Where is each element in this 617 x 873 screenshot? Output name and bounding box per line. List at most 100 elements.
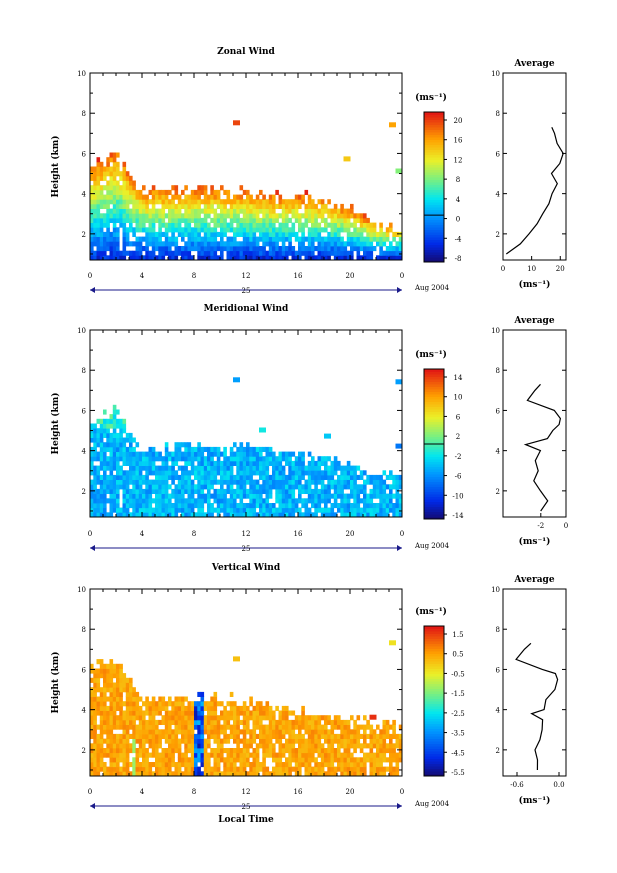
heatmap-cell (142, 208, 146, 214)
heatmap-cell (90, 507, 94, 513)
heatmap-cell (330, 236, 335, 242)
heatmap-cell (203, 194, 208, 200)
colorbar-stripe (424, 738, 444, 742)
heatmap-cell (135, 503, 140, 509)
heatmap-cell (106, 255, 110, 261)
heatmap-cell (350, 474, 354, 480)
heatmap-cell (132, 748, 136, 754)
heatmap-cell (356, 715, 361, 721)
heatmap-cell (385, 729, 390, 735)
heatmap-cell (96, 208, 101, 214)
heatmap-cell (106, 729, 110, 735)
heatmap-cell (164, 456, 169, 462)
heatmap-cell (285, 493, 289, 499)
heatmap-cell (314, 771, 318, 777)
colorbar-tick-label: -4 (455, 235, 462, 243)
heatmap-cell (148, 705, 153, 711)
heatmap-cell (125, 470, 130, 476)
heatmap-cell (392, 503, 396, 509)
heatmap-cell (203, 757, 208, 763)
heatmap-cell (99, 738, 104, 744)
heatmap-cell (265, 474, 270, 480)
heatmap-cell (135, 451, 140, 457)
heatmap-cell (96, 507, 101, 513)
heatmap-cell (311, 241, 315, 247)
heatmap-cell (343, 493, 348, 499)
heatmap-cell (158, 757, 162, 763)
heatmap-cell (119, 442, 123, 448)
heatmap-cell (99, 418, 104, 424)
heatmap-cell (294, 208, 299, 214)
colorbar-stripe (424, 444, 444, 447)
heatmap-cell (151, 246, 156, 252)
heatmap-cell (90, 199, 94, 205)
heatmap-cell (272, 236, 276, 242)
heatmap-cell (340, 771, 344, 777)
heatmap-cell (398, 236, 403, 242)
heatmap-cell (359, 488, 364, 494)
heatmap-cell (194, 488, 198, 494)
heatmap-cell (99, 185, 104, 191)
heatmap-cell (168, 217, 172, 223)
heatmap-cell (346, 479, 351, 485)
colorbar-stripe (424, 157, 444, 160)
heatmap-cell (106, 180, 110, 186)
heatmap-cell (262, 456, 266, 462)
heatmap-cell (252, 484, 257, 490)
heatmap-cell (298, 194, 302, 200)
heatmap-cell (213, 733, 218, 739)
heatmap-cell (177, 738, 182, 744)
heatmap-cell (242, 213, 247, 219)
heatmap-cell (106, 231, 110, 237)
heatmap-cell (275, 771, 279, 777)
heatmap-cell (389, 743, 393, 749)
heatmap-cell (353, 470, 357, 476)
heatmap-cell (288, 771, 292, 777)
heatmap-cell (281, 470, 286, 476)
heatmap-cell (187, 757, 192, 763)
heatmap-cell (314, 766, 318, 772)
heatmap-cell (142, 748, 146, 754)
heatmap-cell (93, 442, 97, 448)
heatmap-cell (181, 738, 185, 744)
heatmap-cell (298, 724, 302, 730)
heatmap-cell (278, 498, 283, 504)
colorbar-stripe (424, 434, 444, 437)
heatmap-cell (119, 194, 123, 200)
heatmap-cell (187, 194, 192, 200)
heatmap-cell (168, 227, 172, 233)
heatmap-cell (376, 512, 380, 518)
heatmap-cell (96, 418, 101, 424)
heatmap-cell (327, 715, 331, 721)
heatmap-cell (366, 474, 370, 480)
heatmap-cell (93, 748, 97, 754)
heatmap-cell (356, 246, 361, 252)
colorbar-stripe (424, 491, 444, 495)
heatmap-cell (233, 729, 237, 735)
heatmap-cell (268, 738, 273, 744)
heatmap-cell (226, 255, 231, 261)
heatmap-cell (190, 465, 195, 471)
heatmap-cell (197, 733, 201, 739)
colorbar-stripe (424, 516, 444, 520)
heatmap-cell (291, 757, 296, 763)
heatmap-cell (304, 512, 309, 518)
heatmap-cell (213, 752, 218, 758)
heatmap-cell (314, 738, 318, 744)
heatmap-cell (145, 255, 149, 261)
heatmap-cell (337, 241, 341, 247)
heatmap-cell (145, 199, 149, 205)
heatmap-cell (226, 208, 231, 214)
heatmap-cell (337, 488, 341, 494)
heatmap-cell (181, 189, 185, 195)
heatmap-cell (190, 456, 195, 462)
heatmap-cell (311, 246, 315, 252)
heatmap-cell (268, 222, 273, 228)
heatmap-cell (389, 771, 393, 777)
heatmap-cell (190, 460, 195, 466)
heatmap-cell (246, 719, 250, 725)
heatmap-cell (236, 738, 240, 744)
heatmap-cell (252, 503, 257, 509)
colorbar-stripe (424, 703, 444, 707)
heatmap-cell (103, 715, 107, 721)
